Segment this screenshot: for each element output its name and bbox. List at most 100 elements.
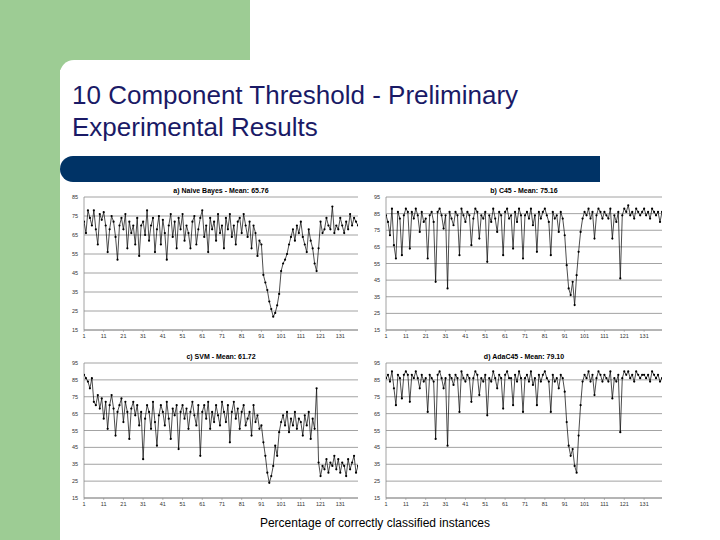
data-point xyxy=(245,224,247,226)
data-point xyxy=(343,465,345,467)
y-tick-label: 65 xyxy=(72,232,78,238)
data-point xyxy=(409,247,411,249)
data-point xyxy=(237,407,239,409)
x-tick xyxy=(261,498,262,500)
grid-line xyxy=(84,464,358,465)
data-point xyxy=(321,232,323,234)
x-tick-label: 121 xyxy=(316,333,325,339)
slide-title: 10 Component Threshold - Preliminary xyxy=(72,80,518,110)
data-point xyxy=(160,404,162,406)
chart-background xyxy=(62,186,362,342)
data-point xyxy=(647,211,649,213)
x-tick xyxy=(103,330,104,332)
data-point xyxy=(454,211,456,213)
y-tick-label: 25 xyxy=(374,478,380,484)
data-point xyxy=(166,401,168,403)
data-point xyxy=(302,434,304,436)
data-point xyxy=(450,377,452,379)
data-point xyxy=(179,228,181,230)
data-point xyxy=(617,211,619,213)
data-point xyxy=(84,374,85,376)
data-point xyxy=(160,243,162,245)
data-point xyxy=(581,380,583,382)
data-point xyxy=(516,221,518,223)
grid-line xyxy=(386,330,662,331)
data-point xyxy=(550,411,552,413)
data-point xyxy=(393,244,395,246)
data-point xyxy=(205,418,207,420)
slide: 10 Component Threshold - PreliminaryExpe… xyxy=(0,0,720,540)
data-point xyxy=(138,424,140,426)
data-point xyxy=(107,251,109,253)
data-point xyxy=(245,424,247,426)
y-tick-label: 15 xyxy=(72,327,78,333)
data-point xyxy=(335,468,337,470)
data-point xyxy=(502,254,504,256)
data-point xyxy=(448,374,450,376)
data-point xyxy=(174,414,176,416)
data-point xyxy=(114,434,116,436)
y-tick-label: 85 xyxy=(72,377,78,383)
data-point xyxy=(442,227,444,229)
data-point xyxy=(124,401,126,403)
grid-line xyxy=(386,213,662,214)
data-point xyxy=(641,374,643,376)
y-tick-label: 35 xyxy=(374,294,380,300)
data-point xyxy=(399,377,401,379)
data-point xyxy=(229,213,231,215)
x-tick xyxy=(241,498,242,500)
data-point xyxy=(248,221,250,223)
data-point xyxy=(488,214,490,216)
data-point xyxy=(282,262,284,264)
data-point xyxy=(172,407,174,409)
data-point xyxy=(148,240,150,242)
x-tick xyxy=(544,498,545,500)
data-point xyxy=(572,448,574,450)
data-point xyxy=(615,380,617,382)
x-tick-label: 81 xyxy=(239,501,245,507)
data-point xyxy=(421,374,423,376)
data-point xyxy=(554,218,556,220)
data-point xyxy=(504,374,506,376)
data-point xyxy=(170,438,172,440)
data-point xyxy=(522,411,524,413)
data-point xyxy=(405,370,407,372)
data-point xyxy=(308,228,310,230)
x-tick-label: 11 xyxy=(101,501,107,507)
data-point xyxy=(409,401,411,403)
chart-background xyxy=(62,352,362,510)
data-point xyxy=(625,211,627,213)
data-point xyxy=(629,377,631,379)
data-point xyxy=(355,221,357,223)
data-point xyxy=(607,380,609,382)
x-tick xyxy=(162,498,163,500)
data-point xyxy=(85,232,87,234)
data-point xyxy=(270,308,272,310)
data-point xyxy=(142,458,144,460)
data-point xyxy=(109,404,111,406)
data-point xyxy=(413,377,415,379)
data-point xyxy=(172,236,174,238)
data-point xyxy=(199,455,201,457)
data-point xyxy=(97,394,99,396)
data-point xyxy=(215,240,217,242)
grid-line xyxy=(386,313,662,314)
data-point xyxy=(195,424,197,426)
data-point xyxy=(570,294,572,296)
data-point xyxy=(95,228,97,230)
data-point xyxy=(339,472,341,474)
data-point xyxy=(576,274,578,276)
data-point xyxy=(308,411,310,413)
data-point xyxy=(331,205,333,207)
data-point xyxy=(595,214,597,216)
data-point xyxy=(603,374,605,376)
y-axis-line xyxy=(84,363,85,498)
data-point xyxy=(621,377,623,379)
data-point xyxy=(536,251,538,253)
data-point xyxy=(446,287,448,289)
data-point xyxy=(387,221,389,223)
data-point xyxy=(298,232,300,234)
data-point xyxy=(574,465,576,467)
data-point xyxy=(562,377,564,379)
data-point xyxy=(252,224,254,226)
